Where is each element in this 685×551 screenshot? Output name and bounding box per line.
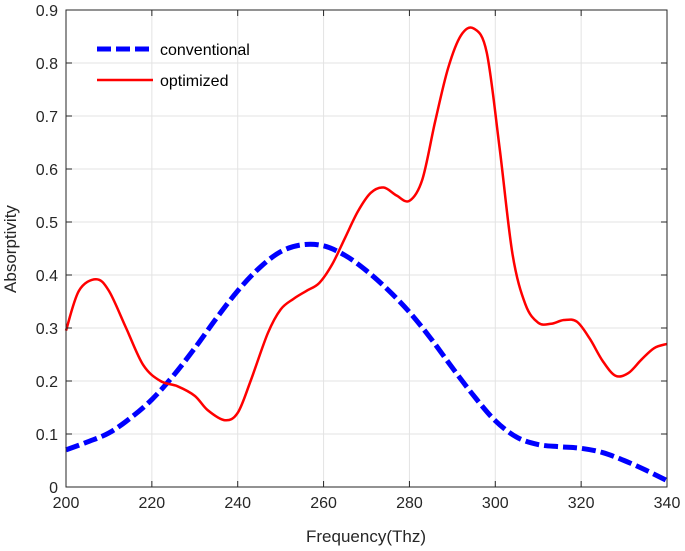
y-tick-label: 0.6 <box>36 162 58 179</box>
y-tick-label: 0.8 <box>36 56 58 73</box>
plot-frame <box>65 9 668 488</box>
y-tick-label: 0.3 <box>36 321 58 338</box>
y-tick-label: 0.4 <box>36 268 58 285</box>
x-tick-label: 300 <box>482 495 509 512</box>
legend-label-conventional: conventional <box>160 42 250 59</box>
x-tick-label: 260 <box>310 495 337 512</box>
x-tick-label: 340 <box>654 495 681 512</box>
x-tick-label: 240 <box>224 495 251 512</box>
x-tick-label: 200 <box>53 495 80 512</box>
y-axis-label: Absorptivity <box>1 205 20 293</box>
series-line-optimized <box>64 26 668 422</box>
plot-background <box>66 10 667 487</box>
legend: conventional optimized <box>97 42 250 90</box>
y-tick-label: 0.7 <box>36 109 58 126</box>
y-tick-label: 0.2 <box>36 374 58 391</box>
x-tick-label: 320 <box>568 495 595 512</box>
y-tick-label: 0.9 <box>36 3 58 20</box>
ticks <box>65 9 668 488</box>
series-layer <box>64 26 669 483</box>
x-axis-label: Frequency(Thz) <box>306 527 426 546</box>
y-tick-label: 0.1 <box>36 427 58 444</box>
x-tick-label: 220 <box>139 495 166 512</box>
x-tick-label: 280 <box>396 495 423 512</box>
y-tick-label: 0 <box>49 480 58 497</box>
y-tick-labels: 0 0.1 0.2 0.3 0.4 0.5 0.6 0.7 0.8 0.9 <box>36 3 58 497</box>
x-tick-labels: 200 220 240 260 280 300 320 340 <box>53 495 681 512</box>
legend-label-optimized: optimized <box>160 73 228 90</box>
y-tick-label: 0.5 <box>36 215 58 232</box>
